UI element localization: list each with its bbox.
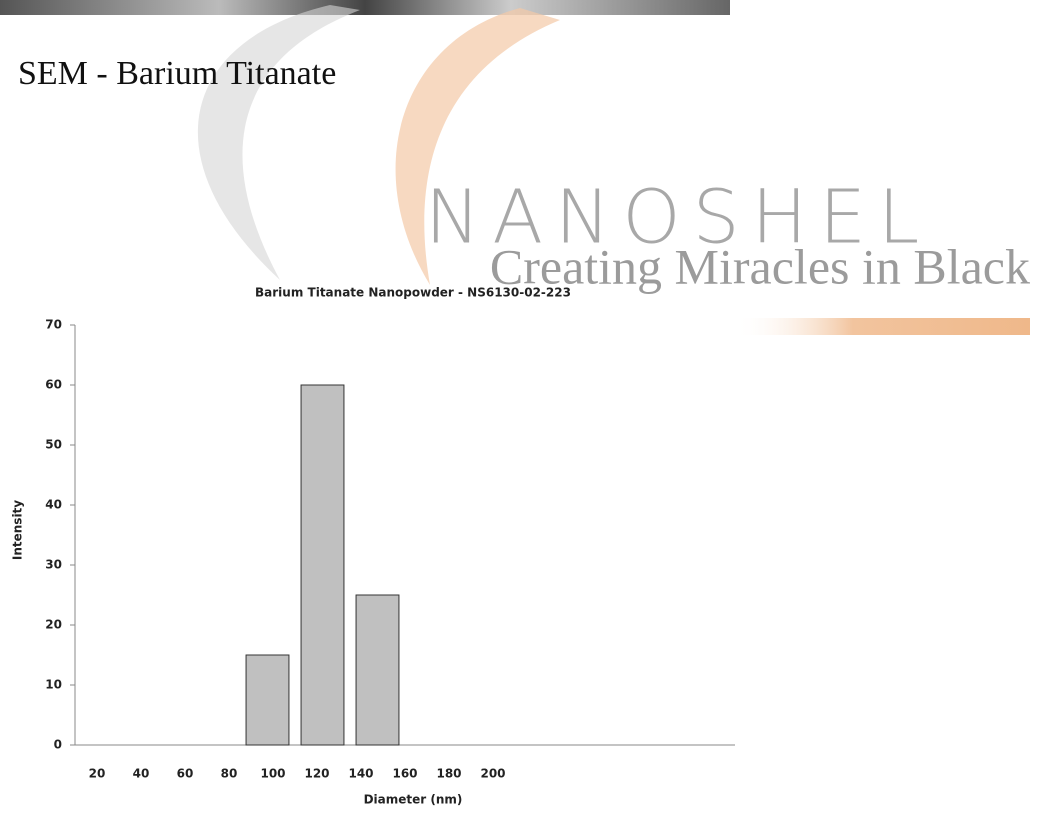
y-tick-label: 30 — [45, 558, 62, 572]
watermark-tagline: Creating Miracles in Black — [490, 238, 1030, 294]
watermark-bar — [735, 318, 1030, 335]
bar — [355, 594, 400, 746]
x-tick-label: 160 — [392, 767, 417, 781]
x-tick-label: 20 — [89, 767, 106, 781]
bar — [300, 384, 345, 746]
y-tick-label: 60 — [45, 378, 62, 392]
watermark-grey-arc — [197, 5, 360, 280]
chart-title: Barium Titanate Nanopowder - NS6130-02-2… — [255, 286, 571, 300]
page-heading: SEM - Barium Titanate — [18, 55, 336, 92]
y-tick-label: 10 — [45, 678, 62, 692]
x-axis-label: Diameter (nm) — [364, 793, 463, 807]
x-tick-label: 40 — [133, 767, 150, 781]
x-tick-label: 180 — [436, 767, 461, 781]
x-tick-label: 80 — [221, 767, 238, 781]
x-tick-label: 140 — [348, 767, 373, 781]
watermark-orange-arc — [395, 8, 560, 285]
x-tick-label: 200 — [480, 767, 505, 781]
watermark-brand: NANOSHEL — [425, 175, 931, 261]
y-tick-label: 40 — [45, 498, 62, 512]
y-tick-label: 0 — [54, 738, 62, 752]
x-tick-label: 60 — [177, 767, 194, 781]
y-tick-label: 70 — [45, 318, 62, 332]
x-tick-label: 100 — [260, 767, 285, 781]
y-axis-label: Intensity — [11, 500, 25, 560]
sem-image-strip — [0, 0, 730, 15]
bar — [245, 654, 290, 746]
x-tick-label: 120 — [304, 767, 329, 781]
y-tick-label: 20 — [45, 618, 62, 632]
y-tick-label: 50 — [45, 438, 62, 452]
